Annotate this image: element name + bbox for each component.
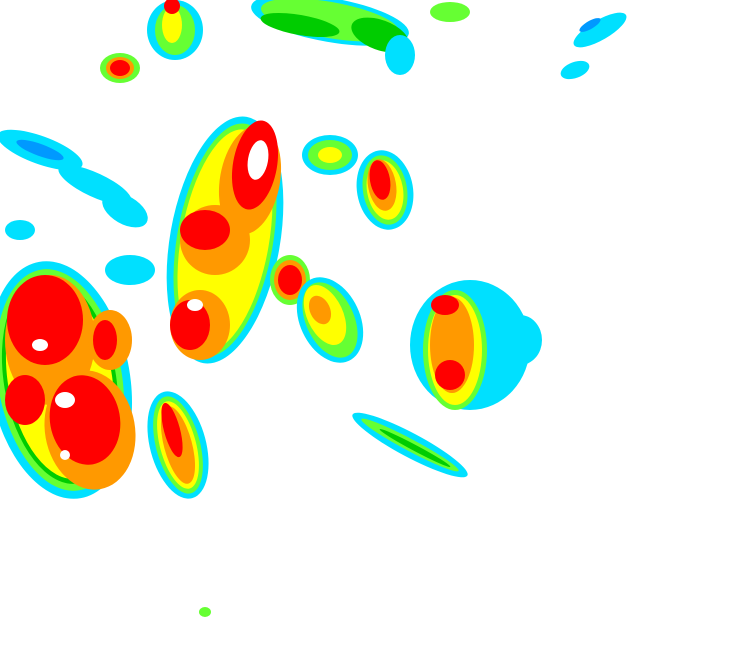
echo-cell bbox=[247, 140, 269, 180]
echo-cell bbox=[170, 300, 210, 350]
echo-cell bbox=[5, 220, 35, 240]
echo-cell bbox=[60, 450, 70, 460]
echo-cell bbox=[308, 295, 332, 325]
echo-cell bbox=[32, 339, 48, 351]
echo-cell bbox=[55, 392, 75, 408]
echo-cell bbox=[110, 60, 130, 76]
echo-cell bbox=[180, 210, 230, 250]
echo-band-southeast bbox=[352, 412, 468, 478]
storm-central bbox=[166, 116, 284, 364]
storm-south-column bbox=[147, 391, 209, 499]
echo-cell bbox=[16, 139, 64, 161]
echo-cell bbox=[5, 375, 45, 425]
echo-cell bbox=[318, 147, 342, 163]
echo-cell bbox=[369, 160, 391, 200]
echo-cell bbox=[105, 255, 155, 285]
echo-cell bbox=[430, 2, 470, 22]
storm-east bbox=[410, 280, 542, 410]
echo-cell bbox=[573, 12, 627, 48]
storm-north-small bbox=[100, 53, 140, 83]
echo-cell bbox=[162, 7, 182, 43]
echo-cell bbox=[102, 192, 148, 228]
storm-north-central bbox=[302, 135, 358, 175]
echo-cell bbox=[278, 265, 302, 295]
echo-cell bbox=[260, 12, 340, 38]
echo-cell bbox=[431, 295, 459, 315]
storm-north-top bbox=[147, 0, 203, 60]
echo-cell bbox=[435, 360, 465, 390]
echo-cell bbox=[161, 402, 183, 458]
echo-small-south bbox=[199, 607, 211, 617]
echo-cell bbox=[498, 315, 542, 365]
storm-north-band bbox=[251, 0, 470, 75]
echo-cell bbox=[7, 275, 83, 365]
storm-east-line bbox=[296, 277, 364, 363]
echo-cell bbox=[187, 299, 203, 311]
echo-cell bbox=[560, 60, 590, 80]
echo-cell bbox=[199, 607, 211, 617]
echo-cell bbox=[379, 429, 451, 467]
storm-southwest-cluster bbox=[0, 261, 136, 499]
storm-northeast bbox=[356, 150, 414, 230]
echo-cell bbox=[93, 320, 117, 360]
echo-streak-west bbox=[0, 129, 155, 285]
echo-cell bbox=[579, 18, 601, 32]
echo-cell bbox=[164, 0, 180, 14]
echo-streak-northeast bbox=[560, 12, 627, 80]
echo-cell bbox=[385, 35, 415, 75]
